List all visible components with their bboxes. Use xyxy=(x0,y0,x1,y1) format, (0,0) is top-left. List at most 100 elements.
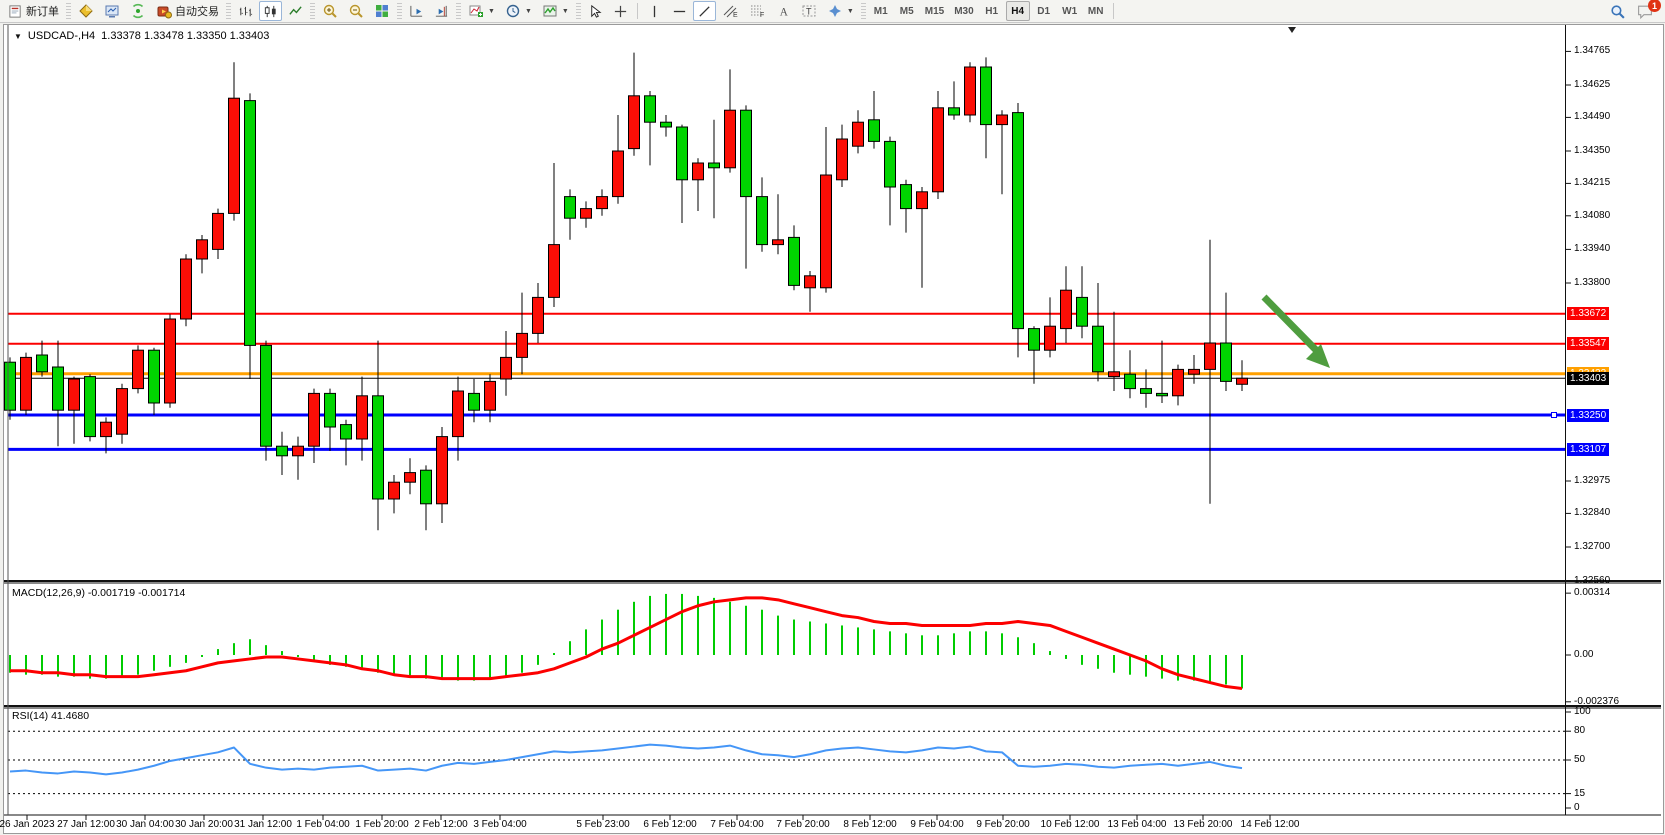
price-tick-1.33940: 1.33940 xyxy=(1574,243,1611,255)
tf-button-M1[interactable]: M1 xyxy=(873,5,888,17)
tile-windows-icon xyxy=(376,5,388,17)
notification-badge: 1 xyxy=(1648,0,1661,12)
signals-icon xyxy=(132,3,144,19)
trendline-icon xyxy=(699,5,710,17)
tile-windows-button[interactable] xyxy=(370,1,394,21)
vertical-line-icon xyxy=(653,5,655,17)
crosshair-icon xyxy=(614,5,626,17)
macd-indicator-label: MACD(12,26,9) -0.001719 -0.001714 xyxy=(12,587,186,599)
rsi-tick-0: 0 xyxy=(1574,802,1580,813)
time-label: 13 Feb 20:00 xyxy=(1173,819,1233,830)
symbol-dropdown-icon[interactable]: ▼ xyxy=(14,31,22,41)
autotrade-icon xyxy=(157,6,172,19)
zoom-in-button[interactable] xyxy=(318,1,342,21)
crosshair-button[interactable] xyxy=(609,1,632,21)
cursor-button[interactable] xyxy=(584,1,607,21)
price-tick-1.32560: 1.32560 xyxy=(1574,574,1611,586)
tf-button-M30[interactable]: M30 xyxy=(954,5,974,17)
price-tick-1.32840: 1.32840 xyxy=(1574,507,1611,519)
tf-button-M5[interactable]: M5 xyxy=(899,5,914,17)
tf-button-M15[interactable]: M15 xyxy=(924,5,945,17)
signals-button[interactable] xyxy=(126,1,150,21)
time-label: 13 Feb 04:00 xyxy=(1107,819,1167,830)
price-tick-1.34765: 1.34765 xyxy=(1574,45,1611,57)
rsi-tick-15: 15 xyxy=(1574,787,1586,799)
svg-text:F: F xyxy=(760,12,764,19)
terminal-icon xyxy=(105,5,119,18)
rsi-tick-50: 50 xyxy=(1574,754,1586,765)
arrows-tool-icon xyxy=(828,5,841,17)
fibonacci-button[interactable]: F xyxy=(745,1,770,21)
vertical-line-button[interactable] xyxy=(643,1,666,21)
price-tick-1.32975: 1.32975 xyxy=(1574,475,1611,486)
arrows-button[interactable]: ▼ xyxy=(823,1,858,21)
time-label: 30 Jan 04:00 xyxy=(116,819,174,830)
time-label: 8 Feb 12:00 xyxy=(843,819,897,830)
time-label: 30 Jan 20:00 xyxy=(175,819,233,830)
cursor-icon xyxy=(591,4,602,18)
tf-button-H4[interactable]: H4 xyxy=(1005,1,1030,21)
search-icon xyxy=(1611,4,1625,19)
terminal-button[interactable] xyxy=(100,1,124,21)
time-label: 6 Feb 12:00 xyxy=(643,819,697,830)
chart-window[interactable] xyxy=(3,24,1664,834)
price-tick-1.32700: 1.32700 xyxy=(1574,541,1611,552)
time-label: 9 Feb 20:00 xyxy=(976,819,1030,830)
time-label: 7 Feb 04:00 xyxy=(710,819,764,830)
toolbar: 新订单 自动交易 ▼ ▼ ▼ E F A T ▼ xyxy=(0,0,1665,23)
chart-ohlc-values: 1.33378 1.33478 1.33350 1.33403 xyxy=(101,30,270,42)
new-order-label: 新订单 xyxy=(26,6,59,18)
text-label-button[interactable]: T xyxy=(797,1,821,21)
equidistant-channel-button[interactable]: E xyxy=(718,1,743,21)
new-order-button[interactable]: 新订单 xyxy=(4,1,63,21)
price-tick-1.34350: 1.34350 xyxy=(1574,145,1611,156)
rsi-tick-80: 80 xyxy=(1574,725,1586,737)
auto-scroll-button[interactable] xyxy=(405,1,428,21)
rsi-indicator-label: RSI(14) 41.4680 xyxy=(12,710,90,722)
tf-button-MN[interactable]: MN xyxy=(1087,5,1104,17)
horizontal-line-button[interactable] xyxy=(668,1,691,21)
svg-text:E: E xyxy=(733,12,738,19)
time-label: 7 Feb 20:00 xyxy=(776,819,830,830)
autotrade-button[interactable]: 自动交易 xyxy=(152,1,223,21)
svg-text:A: A xyxy=(780,6,789,18)
price-tick-1.33800: 1.33800 xyxy=(1574,277,1611,288)
chart-shift-button[interactable] xyxy=(430,1,453,21)
time-label: 31 Jan 12:00 xyxy=(234,819,292,830)
time-label: 26 Jan 2023 xyxy=(0,819,55,830)
timeframe-group: M1 M5 M15 M30 H1 H4 D1 W1 MN xyxy=(868,1,1109,21)
tf-button-H1[interactable]: H1 xyxy=(985,5,999,17)
time-label: 9 Feb 04:00 xyxy=(910,819,964,830)
bar-chart-button[interactable] xyxy=(234,1,257,21)
autotrade-label: 自动交易 xyxy=(175,6,219,18)
search-button[interactable] xyxy=(1605,1,1630,21)
zoom-out-button[interactable] xyxy=(344,1,368,21)
candlestick-icon xyxy=(264,5,276,17)
candlestick-chart-button[interactable] xyxy=(259,1,282,21)
market-depth-button[interactable] xyxy=(74,1,98,21)
macd-tick-0.00: 0.00 xyxy=(1574,649,1594,660)
time-label: 2 Feb 12:00 xyxy=(414,819,468,830)
price-badge-1.33107: 1.33107 xyxy=(1567,442,1610,456)
svg-text:T: T xyxy=(806,7,812,17)
time-label: 14 Feb 12:00 xyxy=(1240,819,1300,830)
channel-icon: E xyxy=(723,5,738,19)
text-button[interactable]: A xyxy=(772,1,795,21)
hline-selection-handle[interactable] xyxy=(1551,412,1557,418)
price-tick-1.34215: 1.34215 xyxy=(1574,177,1611,189)
templates-button[interactable]: ▼ xyxy=(538,1,573,21)
trendline-button[interactable] xyxy=(692,1,716,21)
time-label: 1 Feb 20:00 xyxy=(355,819,409,830)
periods-button[interactable]: ▼ xyxy=(501,1,536,21)
indicators-button[interactable]: ▼ xyxy=(464,1,499,21)
tf-button-W1[interactable]: W1 xyxy=(1062,5,1078,17)
clock-icon xyxy=(506,4,520,18)
chat-button[interactable]: 1 xyxy=(1632,0,1661,21)
price-badge-1.33403: 1.33403 xyxy=(1567,371,1610,385)
tf-button-D1[interactable]: D1 xyxy=(1037,5,1051,17)
line-chart-button[interactable] xyxy=(284,1,307,21)
text-label-icon: T xyxy=(802,5,816,17)
macd-tick-0.00314: 0.00314 xyxy=(1574,587,1611,599)
indicators-icon xyxy=(469,5,483,17)
